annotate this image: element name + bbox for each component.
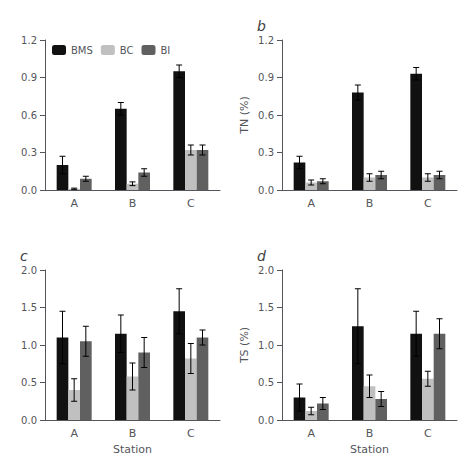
svg-text:b: b [257,18,266,34]
svg-text:0.9: 0.9 [21,72,37,83]
svg-text:B: B [366,427,374,440]
svg-text:0.5: 0.5 [258,377,274,388]
svg-text:0.5: 0.5 [21,377,37,388]
svg-text:2.0: 2.0 [258,265,274,276]
svg-text:0.6: 0.6 [258,110,274,121]
svg-text:Station: Station [350,443,389,456]
svg-text:0.3: 0.3 [21,147,37,158]
svg-text:1.2: 1.2 [258,35,274,46]
svg-text:Station: Station [113,443,152,456]
svg-text:C: C [187,197,195,210]
svg-text:1.5: 1.5 [21,302,37,313]
svg-text:0.3: 0.3 [258,147,274,158]
svg-text:BMS: BMS [71,45,93,56]
svg-text:d: d [257,248,266,264]
svg-text:0.6: 0.6 [21,110,37,121]
svg-text:0.0: 0.0 [258,415,274,426]
svg-text:A: A [70,197,78,210]
svg-text:BI: BI [161,45,171,56]
svg-text:0.0: 0.0 [258,185,274,196]
svg-text:C: C [187,427,195,440]
svg-text:B: B [129,197,137,210]
svg-text:B: B [129,427,137,440]
svg-text:1.5: 1.5 [258,302,274,313]
svg-text:1.2: 1.2 [21,35,37,46]
svg-text:C: C [424,197,432,210]
svg-text:TS (%): TS (%) [238,327,251,364]
svg-text:0.0: 0.0 [21,185,37,196]
svg-text:0.9: 0.9 [258,72,274,83]
svg-text:BC: BC [120,45,134,56]
svg-text:2.0: 2.0 [21,265,37,276]
svg-text:1.0: 1.0 [21,340,37,351]
svg-text:1.0: 1.0 [258,340,274,351]
svg-text:0.0: 0.0 [21,415,37,426]
svg-text:A: A [307,197,315,210]
svg-text:A: A [70,427,78,440]
svg-text:B: B [366,197,374,210]
svg-text:c: c [20,248,28,264]
svg-text:C: C [424,427,432,440]
svg-text:A: A [307,427,315,440]
svg-text:TN (%): TN (%) [238,96,251,134]
